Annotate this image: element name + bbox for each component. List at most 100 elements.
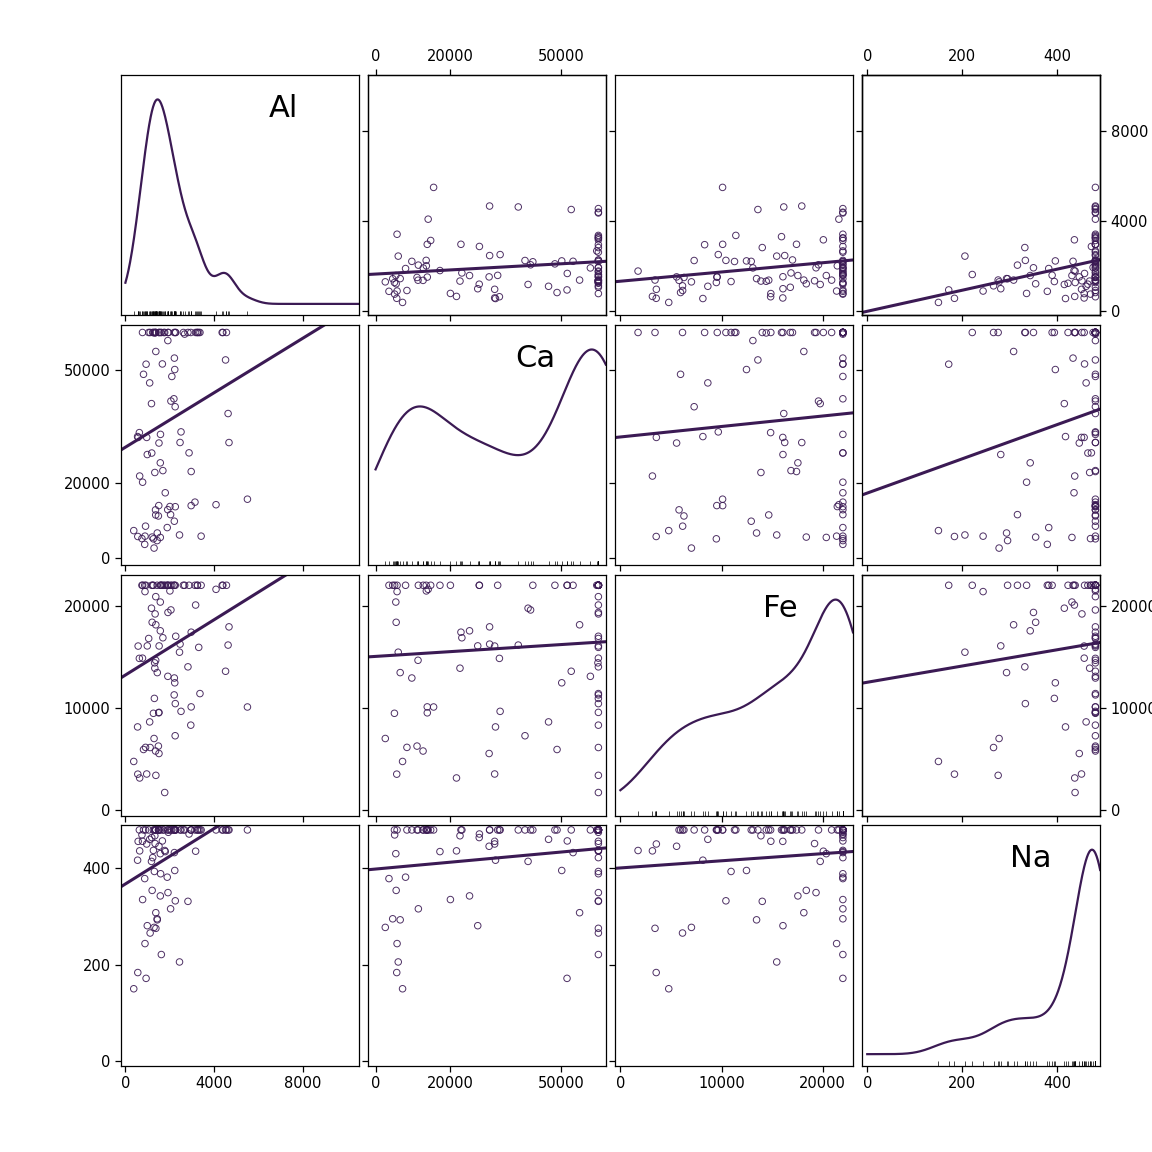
Point (147, 576, 166, 594)
Point (787, 462, 805, 480)
Point (548, 283, 567, 302)
Point (145, 324, 164, 342)
Point (1078, 576, 1097, 594)
Point (151, 844, 169, 863)
Point (172, 423, 190, 441)
Point (154, 576, 173, 594)
Point (1075, 264, 1093, 282)
Point (469, 637, 487, 655)
Point (1086, 498, 1105, 516)
Point (518, 852, 537, 871)
Point (1039, 518, 1058, 537)
Point (170, 643, 189, 661)
Point (834, 820, 852, 839)
Point (675, 507, 694, 525)
Point (759, 820, 778, 839)
Point (166, 397, 184, 416)
Point (153, 576, 172, 594)
Point (752, 826, 771, 844)
Point (213, 576, 232, 594)
Point (146, 501, 165, 520)
Point (450, 659, 469, 677)
Point (749, 820, 767, 839)
Point (393, 752, 411, 771)
Point (461, 622, 479, 641)
Point (1070, 267, 1089, 286)
Point (1086, 179, 1105, 197)
Point (135, 365, 153, 384)
Point (727, 820, 745, 839)
Point (963, 265, 982, 283)
Point (834, 355, 852, 373)
Point (589, 230, 607, 249)
Point (402, 252, 420, 271)
Point (589, 703, 607, 721)
Point (673, 924, 691, 942)
Point (1086, 271, 1105, 289)
Point (685, 251, 704, 270)
Point (137, 969, 156, 987)
Point (518, 275, 537, 294)
Point (402, 820, 420, 839)
Point (781, 820, 799, 839)
Point (151, 887, 169, 905)
Point (814, 324, 833, 342)
Point (589, 638, 607, 657)
Point (546, 820, 564, 839)
Point (589, 285, 607, 303)
Point (774, 289, 793, 308)
Point (156, 783, 174, 802)
Point (1045, 324, 1063, 342)
Point (930, 522, 948, 540)
Point (1086, 229, 1105, 248)
Point (946, 289, 964, 308)
Point (175, 820, 194, 839)
Point (782, 820, 801, 839)
Point (1005, 615, 1023, 634)
Point (152, 324, 170, 342)
Point (781, 278, 799, 296)
Point (1046, 674, 1064, 692)
Point (385, 273, 403, 291)
Point (589, 820, 607, 839)
Point (185, 493, 204, 511)
Text: Na: Na (1010, 844, 1052, 873)
Point (589, 892, 607, 910)
Point (391, 664, 409, 682)
Point (396, 259, 415, 278)
Point (238, 698, 257, 717)
Point (553, 674, 571, 692)
Point (385, 820, 403, 839)
Point (1086, 324, 1105, 342)
Point (774, 820, 793, 839)
Point (150, 434, 168, 453)
Point (1086, 229, 1105, 248)
Point (823, 271, 841, 289)
Point (388, 583, 407, 601)
Point (707, 268, 726, 287)
Point (589, 258, 607, 276)
Point (1026, 528, 1045, 546)
Point (589, 262, 607, 280)
Point (737, 251, 756, 270)
Point (834, 864, 852, 882)
Point (1086, 226, 1105, 244)
Point (708, 267, 727, 286)
Point (161, 600, 180, 619)
Point (589, 576, 607, 594)
Point (139, 820, 158, 839)
Point (1084, 258, 1102, 276)
Point (518, 599, 537, 617)
Point (151, 454, 169, 472)
Point (153, 820, 172, 839)
Point (393, 979, 411, 998)
Point (1086, 245, 1105, 264)
Point (387, 274, 406, 293)
Point (589, 252, 607, 271)
Point (834, 265, 852, 283)
Point (470, 576, 488, 594)
Point (138, 917, 157, 935)
Point (667, 434, 685, 453)
Point (144, 324, 162, 342)
Point (129, 429, 147, 447)
